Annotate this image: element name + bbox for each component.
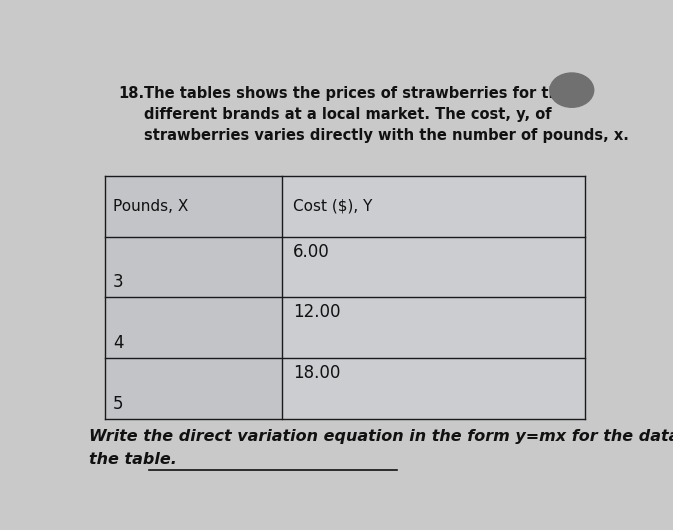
FancyBboxPatch shape xyxy=(105,236,283,297)
FancyBboxPatch shape xyxy=(105,358,283,419)
FancyBboxPatch shape xyxy=(283,236,585,297)
Text: Cost ($), Y: Cost ($), Y xyxy=(293,199,372,214)
FancyBboxPatch shape xyxy=(283,176,585,236)
Circle shape xyxy=(550,73,594,107)
FancyBboxPatch shape xyxy=(283,358,585,419)
Text: 12.00: 12.00 xyxy=(293,303,341,321)
Text: The tables shows the prices of strawberries for three
different brands at a loca: The tables shows the prices of strawberr… xyxy=(144,86,629,143)
Text: 5: 5 xyxy=(113,394,123,412)
Text: 18.: 18. xyxy=(118,86,144,101)
Text: Pounds, X: Pounds, X xyxy=(113,199,188,214)
Text: 6.00: 6.00 xyxy=(293,243,330,261)
FancyBboxPatch shape xyxy=(283,297,585,358)
FancyBboxPatch shape xyxy=(105,297,283,358)
Text: 4: 4 xyxy=(113,334,123,352)
Text: 18.00: 18.00 xyxy=(293,364,340,382)
FancyBboxPatch shape xyxy=(105,176,283,236)
Text: 3: 3 xyxy=(113,273,123,291)
Text: Write the direct variation equation in the form y=mx for the data in: Write the direct variation equation in t… xyxy=(90,429,673,444)
Text: the table.: the table. xyxy=(90,452,177,467)
